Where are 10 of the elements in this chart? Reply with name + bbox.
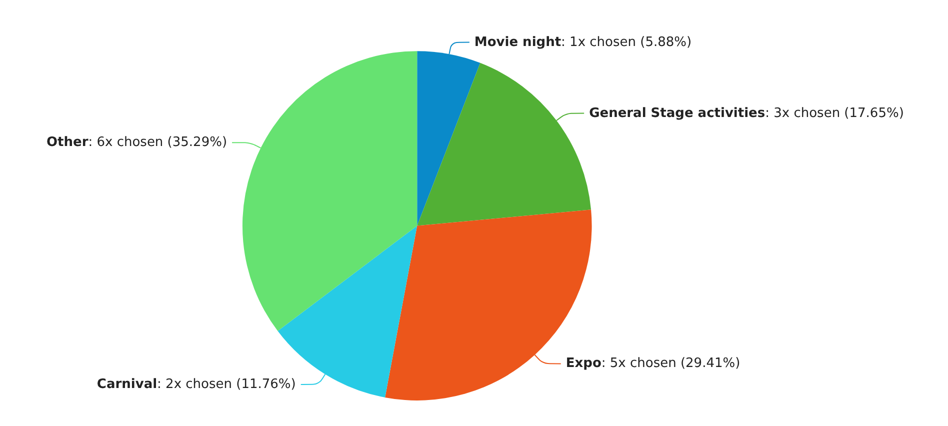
data-label: : 3x chosen (17.65%)	[765, 106, 904, 121]
data-label: : 5x chosen (29.41%)	[601, 356, 740, 372]
slice-label: Movie night	[474, 34, 562, 50]
data-label: : 6x chosen (35.29%)	[88, 135, 228, 150]
slice-label: Carnival	[96, 376, 158, 392]
slice-label: Other	[46, 135, 89, 150]
slice-label: General Stage activities	[589, 106, 766, 121]
data-label: : 1x chosen (5.88%)	[561, 34, 692, 50]
slice-label: Expo	[566, 356, 602, 372]
data-label: : 2x chosen (11.76%)	[157, 376, 296, 392]
